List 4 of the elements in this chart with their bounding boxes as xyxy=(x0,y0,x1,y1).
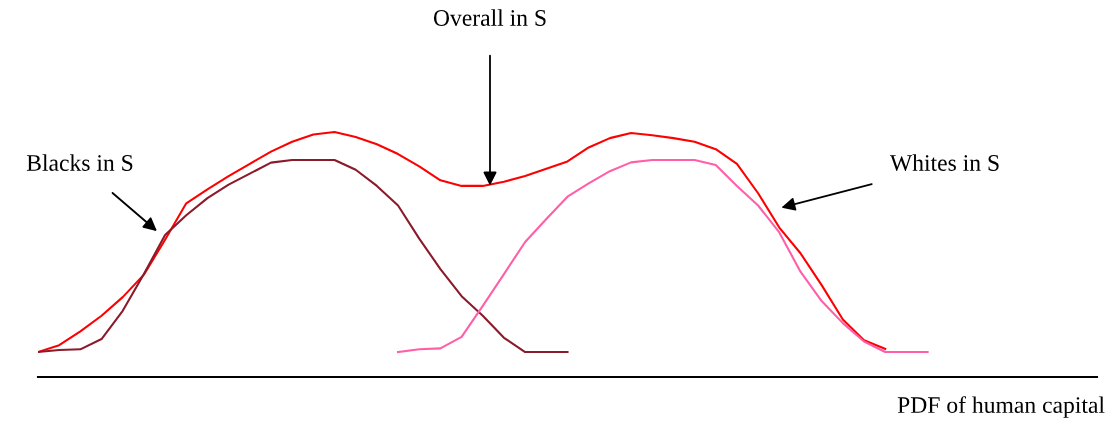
x-axis-title: PDF of human capital xyxy=(897,396,1105,418)
text: Overall in S xyxy=(433,9,546,26)
annotation: Blacks in S xyxy=(26,154,133,171)
annotation: Whites in S xyxy=(889,154,999,172)
